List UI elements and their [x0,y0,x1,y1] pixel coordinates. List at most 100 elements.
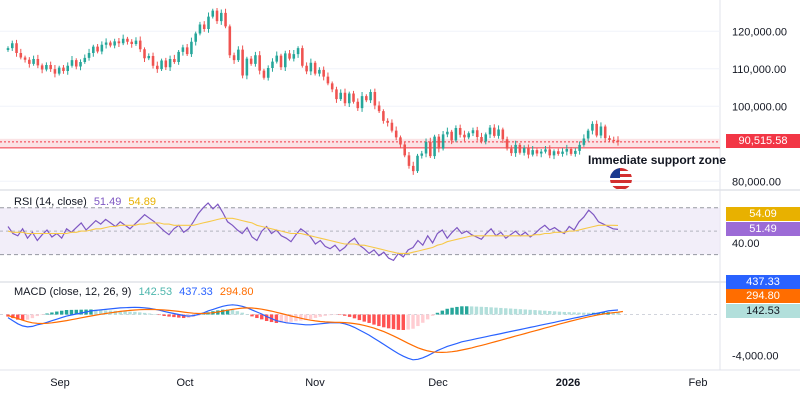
macd-line-value: 437.33 [179,286,213,298]
macd-hist-bar [157,314,161,316]
last-price-tag: 90,515.58 [726,134,800,148]
macd-hist-bar [508,308,513,315]
macd-signal-value: 294.80 [219,286,254,298]
candle-body [271,61,274,68]
candle-body [49,65,52,70]
macd-hist-bar [465,306,469,315]
candle-body [121,38,125,44]
macd-hist-bar [313,314,318,318]
support-zone-annotation: Immediate support zone [588,153,727,167]
macd-hist-bar [274,314,279,323]
candle-body [377,105,381,112]
macd-hist-bar [294,314,298,322]
candle-body [394,130,398,138]
candle-body [202,24,206,29]
macd-hist-bar [513,308,518,315]
macd-hist-bar [357,314,362,321]
candle-body [215,10,219,22]
candle-body [92,46,95,53]
candle-body [143,49,146,59]
candle-body [62,67,65,71]
macd-hist-bar [55,311,59,315]
candle-body [501,129,505,140]
macd-hist-bar [421,314,425,323]
price-tick-label: 110,000.00 [732,64,786,76]
candle-body [416,155,419,172]
candle-body [616,140,620,142]
macd-hist-bar [50,312,54,315]
macd-legend: MACD (close, 12, 26, 9) 142.53 437.33 29… [14,286,258,298]
macd-hist-bar [167,314,171,317]
candle-body [369,92,372,101]
candle-body [510,148,513,154]
time-tick-label: Dec [428,377,448,389]
macd-hist-bar [401,314,405,330]
us-flag-icon [610,168,632,190]
candle-body [130,41,133,44]
macd-hist-bar [16,314,20,320]
candle-body [151,56,155,66]
macd-hist-bar [64,310,69,315]
candle-body [603,126,607,139]
candle-body [66,65,69,71]
macd-hist-bar [425,314,430,320]
macd-hist-bar [328,314,332,316]
candle-body [70,60,74,66]
candle-body [160,60,163,70]
macd-hist-bar [79,309,83,315]
candle-body [241,49,244,76]
candle-body [347,93,351,104]
macd-hist-bar [543,310,547,315]
macd-hist-bar [323,314,327,316]
macd-line [7,304,619,361]
rsi-ma-line [7,217,619,254]
candle-body [57,67,61,74]
macd-hist-bar [279,314,283,323]
macd-hist-bar [377,314,381,327]
rsi-title: RSI (14, close) [14,196,87,208]
candle-body [552,151,556,156]
candle-body [283,53,287,68]
candle-body [6,48,10,50]
candle-body [433,136,436,157]
macd-hist-bar [338,314,342,316]
candle-body [471,130,475,134]
candle-body [15,43,18,53]
candle-body [164,60,168,68]
macd-hist-bar [147,313,152,315]
candle-body [10,43,14,49]
macd-hist-bar [557,311,562,315]
candle-body [544,149,547,152]
macd-hist-bar [489,307,493,315]
support-zone-band [0,138,720,148]
candle-body [40,65,44,70]
candle-body [258,55,261,71]
macd-hist-bar [172,314,176,318]
macd-hist-bar [333,314,337,316]
macd-hist-bar [25,314,30,320]
candle-body [437,136,441,149]
macd-hist-bar [587,312,591,315]
macd-hist-bar [372,314,376,325]
macd-hist-bar [89,309,93,315]
candle-body [373,92,377,106]
macd-hist-bar [382,314,386,328]
macd-hist-bar [396,314,401,330]
macd-hist-bar [616,312,620,315]
macd-hist-bar [343,314,347,316]
rsi-ma-value: 54.89 [128,196,156,208]
candle-body [156,65,159,70]
candle-body [463,134,466,138]
candle-body [177,51,180,62]
candle-body [220,12,223,22]
candle-body [100,44,104,52]
macd-hist-bar [440,310,445,315]
candle-body [168,59,172,68]
candle-body [330,83,334,90]
candle-body [595,123,598,136]
candle-body [458,128,462,135]
rsi-tag: 51.49 [726,222,800,236]
candle-body [505,139,509,149]
candle-body [53,69,57,74]
